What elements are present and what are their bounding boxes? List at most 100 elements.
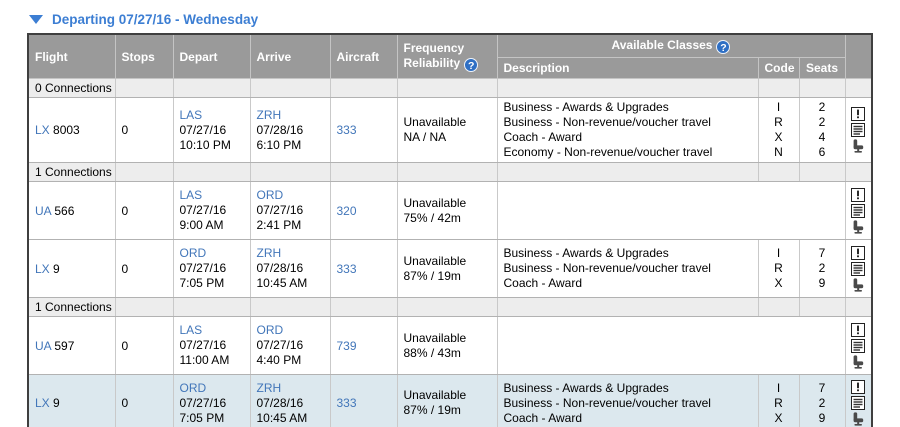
col-header-description: Description — [496, 57, 759, 79]
connections-label: 1 Connections — [27, 297, 116, 317]
connections-filler-cell — [329, 297, 398, 317]
arrive-time: 10:45 AM — [256, 410, 308, 425]
class-seats: 7 — [818, 380, 826, 395]
arrive-date: 07/27/16 — [256, 203, 304, 217]
notes-icon[interactable] — [851, 123, 866, 137]
col-header-code: Code — [757, 57, 800, 79]
class-description: Coach - Award — [503, 130, 583, 144]
departing-date-title: Departing 07/27/16 - Wednesday — [52, 12, 259, 27]
flight-number: 8003 — [49, 123, 80, 137]
class-description: Economy - Non-revenue/voucher travel — [503, 145, 713, 159]
depart-time: 10:10 PM — [179, 137, 231, 152]
seat-icon[interactable] — [851, 139, 865, 153]
seat-icon[interactable] — [851, 354, 865, 369]
arrive-cell: ZRH 07/28/16 10:45 AM — [249, 239, 331, 298]
aircraft-cell: 320 — [329, 181, 398, 240]
notes-icon[interactable] — [851, 338, 866, 353]
class-code: X — [774, 410, 783, 425]
depart-airport-link[interactable]: LAS — [179, 323, 203, 337]
carrier-link[interactable]: UA — [35, 203, 52, 218]
depart-airport-link[interactable]: LAS — [179, 107, 203, 122]
class-code: I — [776, 246, 781, 260]
seat-icon[interactable] — [851, 277, 865, 292]
class-description: Business - Non-revenue/voucher travel — [503, 115, 711, 129]
depart-airport-link[interactable]: ORD — [179, 246, 207, 260]
reliability-label: Reliability — [403, 56, 461, 70]
empty-classes-cell — [496, 316, 846, 375]
depart-airport-link[interactable]: LAS — [179, 188, 203, 202]
aircraft-link[interactable]: 320 — [336, 203, 357, 218]
depart-cell: ORD 07/27/16 7:05 PM — [172, 374, 251, 427]
aircraft-link[interactable]: 333 — [336, 396, 357, 411]
class-description: Business - Awards & Upgrades — [503, 100, 669, 114]
connections-filler-cell — [329, 78, 398, 98]
connections-filler-cell — [844, 297, 873, 317]
collapse-triangle-icon[interactable] — [29, 15, 43, 24]
connections-section-row: 1 Connections — [27, 297, 873, 317]
flight-availability-table: Flight Stops Depart Arrive Aircraft Freq… — [27, 33, 873, 427]
carrier-link[interactable]: LX — [35, 396, 50, 411]
connections-filler-cell — [496, 162, 759, 182]
arrive-date: 07/28/16 — [256, 395, 304, 410]
alert-icon[interactable] — [851, 107, 866, 121]
carrier-link[interactable]: UA — [35, 338, 52, 353]
depart-date: 07/27/16 — [179, 395, 227, 410]
arrive-airport-link[interactable]: ZRH — [256, 246, 282, 260]
seat-icon[interactable] — [851, 219, 865, 234]
class-descriptions-cell: Business - Awards & Upgrades Business - N… — [496, 374, 759, 427]
notes-icon[interactable] — [851, 261, 866, 276]
arrive-cell: ORD 07/27/16 2:41 PM — [249, 181, 331, 240]
stops-cell: 0 — [114, 181, 174, 240]
notes-icon[interactable] — [851, 203, 866, 218]
notes-icon[interactable] — [851, 396, 866, 411]
flight-row: LX 9 0 ORD 07/27/16 7:05 PM ZRH 07/28/16 10:45 … — [27, 239, 873, 298]
connections-section-row: 0 Connections — [27, 78, 873, 98]
flight-row: LX 9 0 ORD 07/27/16 7:05 PM ZRH 07/28/16 10:45 … — [27, 374, 873, 427]
class-description: Coach - Award — [503, 410, 583, 425]
arrive-cell: ORD 07/27/16 4:40 PM — [249, 316, 331, 375]
available-classes-label: Available Classes — [611, 38, 713, 52]
carrier-link[interactable]: LX — [35, 261, 50, 276]
depart-time: 7:05 PM — [179, 410, 225, 425]
class-description: Business - Non-revenue/voucher travel — [503, 261, 711, 275]
aircraft-link[interactable]: 333 — [336, 261, 357, 276]
depart-airport-link[interactable]: ORD — [179, 380, 207, 395]
depart-date: 07/27/16 — [179, 203, 227, 217]
alert-icon[interactable] — [851, 322, 866, 337]
aircraft-link[interactable]: 739 — [336, 338, 357, 353]
arrive-airport-link[interactable]: ZRH — [256, 107, 282, 122]
arrive-airport-link[interactable]: ORD — [256, 188, 284, 202]
col-header-flight: Flight — [27, 33, 116, 79]
connections-filler-cell — [249, 297, 331, 317]
flight-row: LX 8003 0 LAS 07/27/16 10:10 PM ZRH 07/28/16 6:… — [27, 97, 873, 163]
aircraft-link[interactable]: 333 — [336, 123, 357, 137]
departing-date-header: Departing 07/27/16 - Wednesday — [29, 12, 873, 27]
seat-icon[interactable] — [851, 412, 865, 426]
arrive-airport-link[interactable]: ZRH — [256, 380, 282, 395]
connections-filler-cell — [396, 162, 498, 182]
alert-icon[interactable] — [851, 245, 866, 260]
stops-cell: 0 — [114, 316, 174, 375]
frequency-reliability-cell: Unavailable 87% / 19m — [396, 239, 498, 298]
available-classes-help-icon[interactable]: ? — [716, 40, 731, 54]
frequency-reliability-cell: Unavailable 87% / 19m — [396, 374, 498, 427]
alert-icon[interactable] — [851, 187, 866, 202]
connections-filler-cell — [249, 78, 331, 98]
frequency-help-icon[interactable]: ? — [464, 58, 479, 72]
frequency-reliability-cell: Unavailable 88% / 43m — [396, 316, 498, 375]
depart-date: 07/27/16 — [179, 122, 227, 137]
flight-number: 9 — [49, 396, 60, 411]
empty-classes-cell — [496, 181, 846, 240]
carrier-link[interactable]: LX — [35, 123, 50, 137]
alert-icon[interactable] — [851, 380, 866, 395]
arrive-airport-link[interactable]: ORD — [256, 323, 284, 337]
connections-filler-cell — [798, 162, 846, 182]
aircraft-cell: 333 — [329, 97, 398, 163]
connections-filler-cell — [798, 297, 846, 317]
arrive-cell: ZRH 07/28/16 10:45 AM — [249, 374, 331, 427]
depart-time: 11:00 AM — [179, 353, 230, 367]
class-code: N — [774, 145, 783, 159]
